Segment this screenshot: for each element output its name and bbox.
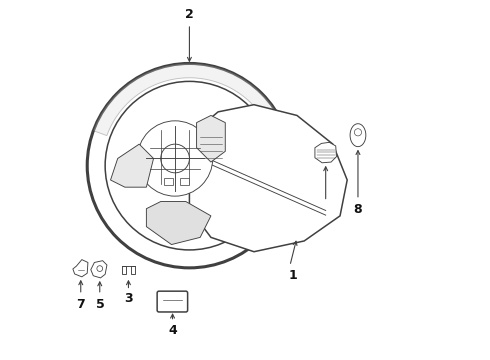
Polygon shape <box>190 105 347 252</box>
Text: 8: 8 <box>354 203 362 216</box>
Text: 5: 5 <box>96 298 105 311</box>
Text: 7: 7 <box>76 298 85 311</box>
Bar <box>164 178 173 185</box>
Circle shape <box>97 266 102 271</box>
Polygon shape <box>315 142 337 163</box>
Polygon shape <box>94 63 286 136</box>
Circle shape <box>354 129 362 136</box>
Polygon shape <box>147 202 211 244</box>
Text: 1: 1 <box>289 269 298 282</box>
Text: 2: 2 <box>185 8 194 21</box>
Polygon shape <box>73 260 88 277</box>
Bar <box>122 266 126 274</box>
Text: 6: 6 <box>321 206 330 219</box>
Bar <box>180 178 190 185</box>
Polygon shape <box>196 116 225 162</box>
Text: 4: 4 <box>168 324 177 337</box>
Circle shape <box>105 81 274 250</box>
Circle shape <box>137 121 213 196</box>
Text: 3: 3 <box>124 292 133 305</box>
Circle shape <box>161 144 190 173</box>
FancyBboxPatch shape <box>157 291 188 312</box>
Polygon shape <box>350 124 366 147</box>
Polygon shape <box>91 261 107 278</box>
Circle shape <box>87 63 292 268</box>
Polygon shape <box>111 144 153 187</box>
Bar <box>131 266 135 274</box>
